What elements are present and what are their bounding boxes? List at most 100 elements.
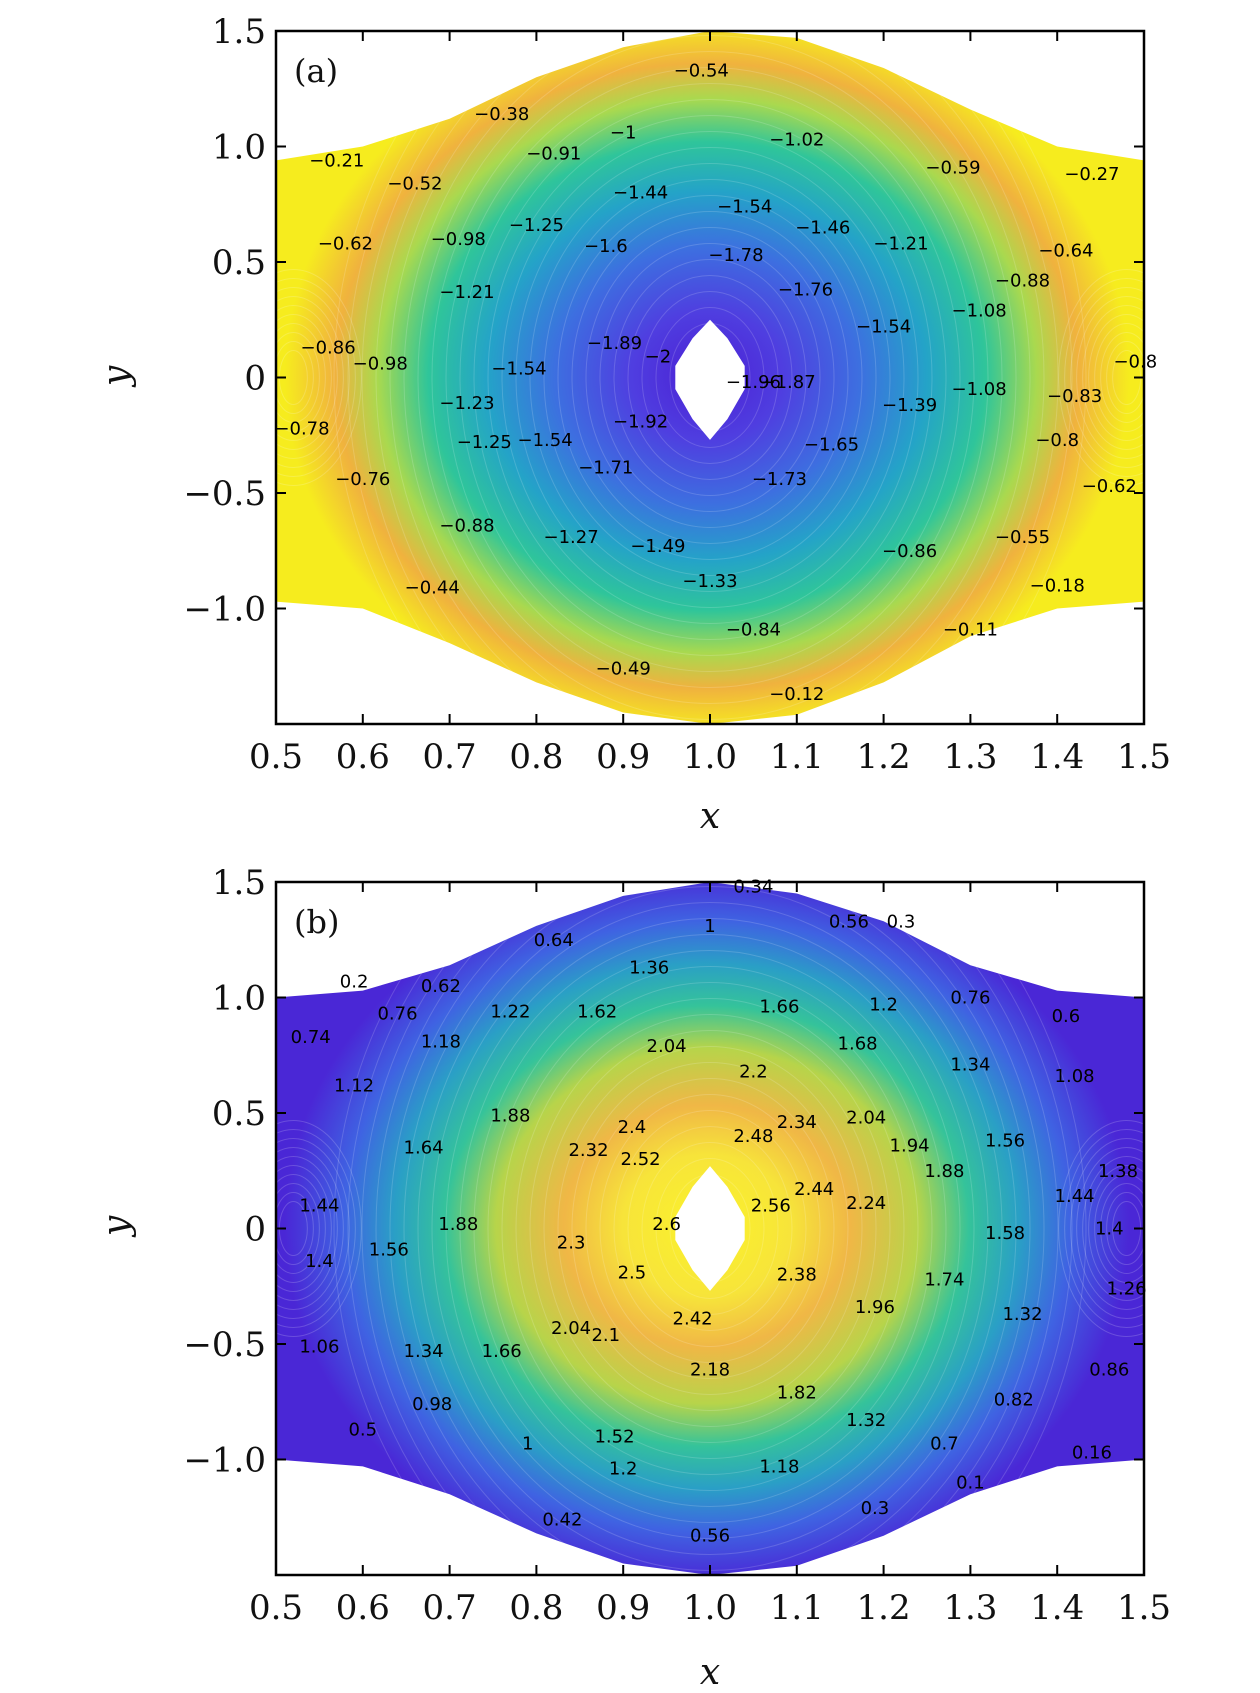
contour-label: −1.54	[856, 317, 911, 338]
contour-label: −1.39	[882, 395, 937, 416]
contour-line	[431, 51, 989, 704]
contour-line	[473, 950, 947, 1507]
side-contour-line	[276, 1192, 314, 1265]
contour-line	[613, 1110, 807, 1347]
contour-label: −0.86	[882, 541, 937, 562]
x-tick-label: 0.5	[249, 1588, 303, 1628]
side-contour-line	[276, 1174, 326, 1283]
side-contour-line	[1070, 287, 1144, 468]
contour-label: 1.66	[482, 1341, 522, 1362]
contour-label: 2.3	[557, 1232, 586, 1253]
contour-label: 1.64	[404, 1138, 444, 1159]
side-contour-line	[1076, 1147, 1144, 1310]
contour-label: −1.23	[439, 393, 494, 414]
contour-line	[389, 31, 1031, 724]
side-contour-line	[1082, 1156, 1144, 1301]
x-tick-label: 0.6	[336, 1588, 390, 1628]
side-contour-line	[1088, 1165, 1144, 1292]
contour-label: −1.02	[769, 130, 824, 151]
contour-label: −1.08	[952, 379, 1007, 400]
contour-label: −0.8	[1035, 430, 1079, 451]
contour-plot-a: −0.54 −0.38 −0.21 −0.52 −0.91 −1 −1.02 −0.59 −0.…	[96, 12, 1171, 837]
contour-label: 1.68	[838, 1034, 878, 1055]
contour-label: 1.44	[1055, 1186, 1095, 1207]
contour-line	[333, 31, 1087, 724]
contour-label: −1.96	[726, 372, 781, 393]
contour-label: −1	[610, 123, 637, 144]
contour-label: 1.2	[869, 994, 898, 1015]
contour-label: −1.33	[682, 571, 737, 592]
contour-label: 0.1	[956, 1473, 985, 1494]
x-tick-label: 0.8	[509, 1588, 563, 1628]
contour-line	[627, 275, 793, 480]
side-contour-line	[276, 1147, 344, 1310]
contour-line	[543, 179, 877, 576]
contour-label: −0.84	[726, 619, 781, 640]
contour-label: −0.88	[439, 515, 494, 536]
contour-label: 0.3	[887, 911, 916, 932]
y-axis-label-a: y	[96, 365, 137, 388]
contour-label: −1.73	[752, 469, 807, 490]
y-tick-label: −1.0	[183, 590, 266, 630]
contour-label: 2.04	[846, 1108, 886, 1129]
contour-lines-b	[276, 882, 1144, 1575]
contour-label: −0.86	[301, 338, 356, 359]
contour-label: 0.56	[829, 911, 869, 932]
y-tick-label: 0	[244, 1210, 266, 1250]
panel-label-a: (a)	[294, 52, 338, 90]
contour-label: −1.25	[509, 215, 564, 236]
contour-label: −0.55	[995, 527, 1050, 548]
contour-label: 1.96	[855, 1297, 895, 1318]
contour-label: 1.66	[759, 997, 799, 1018]
plot-area-a: −0.54 −0.38 −0.21 −0.52 −0.91 −1 −1.02 −0.59 −0.…	[274, 31, 1157, 724]
y-tick-label: 1.5	[212, 863, 266, 903]
x-tick-label: 1.4	[1030, 1588, 1084, 1628]
contour-label: −0.59	[925, 157, 980, 178]
side-contour-line	[1100, 332, 1144, 423]
side-contour-line	[1088, 314, 1144, 441]
contour-line	[347, 882, 1073, 1575]
contour-label: 0.64	[534, 930, 574, 951]
contour-label: 1.12	[334, 1075, 374, 1096]
contour-label: −1.71	[578, 458, 633, 479]
contour-label: 2.52	[621, 1149, 661, 1170]
y-axis-label-b: y	[96, 1215, 137, 1238]
contour-label: −1.21	[873, 234, 928, 255]
contour-line	[459, 934, 961, 1523]
contour-label: −0.27	[1064, 164, 1119, 185]
contour-label: −0.78	[274, 418, 329, 439]
contour-label: 1.4	[1095, 1219, 1124, 1240]
x-tick-label: 1.2	[857, 737, 911, 777]
contour-label: −1.54	[717, 197, 772, 218]
contour-label: −0.44	[405, 578, 460, 599]
contour-line	[501, 982, 919, 1475]
contour-label: 0.5	[348, 1420, 377, 1441]
contour-line	[375, 31, 1045, 724]
x-tick-label: 1.3	[943, 737, 997, 777]
y-tick-label: −0.5	[183, 474, 266, 514]
contour-label: −2	[645, 347, 672, 368]
contour-line	[669, 323, 751, 432]
x-tick-label: 1.5	[1117, 737, 1171, 777]
x-tick-label: 0.6	[336, 737, 390, 777]
ticks-b: 0.5 0.6 0.7 0.8 0.9 1.0 1.1 1.2 1.3 1.4 1.5 1.5 1.0 0…	[183, 863, 1171, 1628]
contour-label: −0.98	[431, 229, 486, 250]
contour-line	[487, 966, 933, 1491]
contour-line	[585, 227, 835, 528]
contour-label: 2.42	[673, 1309, 713, 1330]
side-contour-line	[1058, 1120, 1144, 1337]
contour-line	[431, 902, 989, 1555]
contour-label: 0.7	[930, 1433, 959, 1454]
contour-label: 1.88	[924, 1161, 964, 1182]
contour-line	[501, 131, 919, 624]
x-tick-label: 0.7	[423, 737, 477, 777]
contour-label: 1.22	[490, 1001, 530, 1022]
contour-line	[557, 1046, 863, 1411]
contour-label: 2.04	[551, 1318, 591, 1339]
contour-label: 2.1	[591, 1325, 620, 1346]
contour-label: −1.08	[952, 301, 1007, 322]
contour-line	[403, 31, 1017, 724]
y-tick-label: 0	[244, 359, 266, 399]
x-tick-label: 1.0	[683, 1588, 737, 1628]
